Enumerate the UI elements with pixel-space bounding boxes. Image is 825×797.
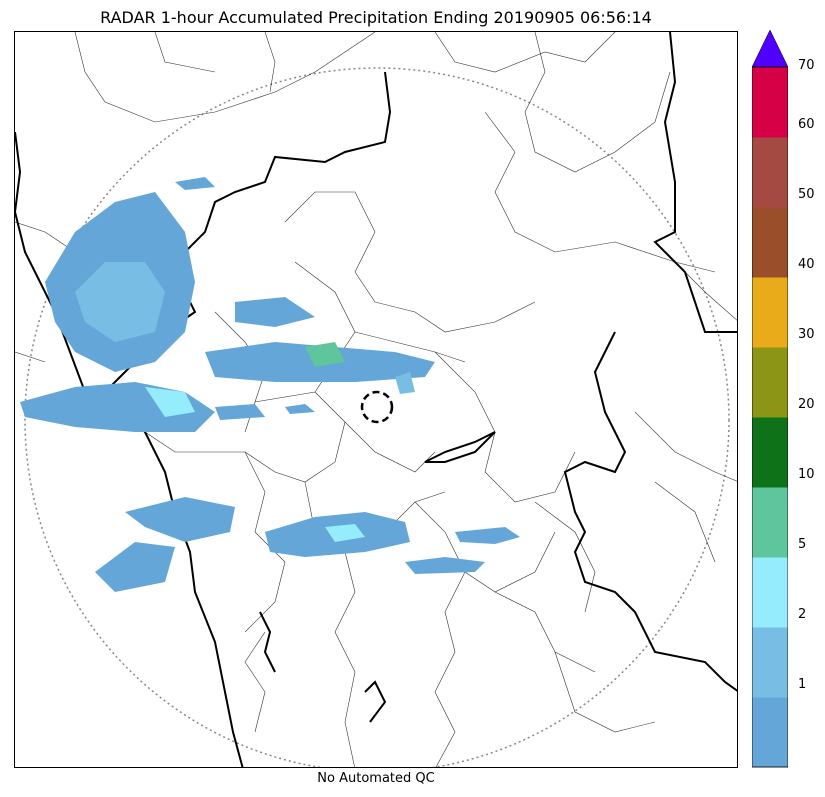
colorbar-tick-label: 2 bbox=[798, 607, 807, 622]
colorbar-segment bbox=[752, 277, 788, 348]
colorbar-tick-label: 30 bbox=[798, 327, 815, 342]
echo-mid-small bbox=[215, 404, 265, 420]
colorbar-segment bbox=[752, 487, 788, 558]
colorbar-segment bbox=[752, 67, 788, 138]
colorbar bbox=[752, 30, 788, 768]
colorbar-tick-label: 10 bbox=[798, 467, 815, 482]
colorbar-segment bbox=[752, 627, 788, 698]
colorbar-tick-label: 20 bbox=[798, 397, 815, 412]
precipitation-echoes bbox=[20, 177, 520, 592]
echo-south-west-lower bbox=[95, 542, 175, 592]
colorbar-outline bbox=[752, 66, 788, 768]
echo-west-coast-north-core bbox=[75, 262, 165, 342]
colorbar-tick-label: 60 bbox=[798, 117, 815, 132]
colorbar-tick-label: 70 bbox=[798, 58, 815, 73]
colorbar-segment bbox=[752, 347, 788, 418]
radar-map-canvas bbox=[15, 32, 737, 767]
radar-range-ring bbox=[24, 67, 730, 767]
colorbar-segment bbox=[752, 137, 788, 208]
colorbar-extend-triangle bbox=[752, 30, 788, 68]
qc-note: No Automated QC bbox=[317, 771, 435, 786]
colorbar-tick-label: 1 bbox=[798, 677, 807, 692]
echo-south-band-core bbox=[325, 524, 365, 542]
echo-south-west bbox=[125, 497, 235, 542]
echo-central-band-north bbox=[235, 297, 315, 327]
echo-south-east bbox=[405, 557, 485, 574]
echo-central-band-core bbox=[305, 342, 345, 367]
colorbar-tick-label: 50 bbox=[798, 187, 815, 202]
radar-site-marker bbox=[360, 390, 394, 424]
colorbar-segment bbox=[752, 417, 788, 488]
radar-map[interactable] bbox=[14, 31, 738, 768]
colorbar-segment bbox=[752, 207, 788, 278]
echo-north-small bbox=[175, 177, 215, 190]
colorbar-tick-label: 5 bbox=[798, 537, 807, 552]
echo-mid-small-2 bbox=[285, 404, 315, 414]
colorbar-segment bbox=[752, 697, 788, 768]
map-title: RADAR 1-hour Accumulated Precipitation E… bbox=[100, 8, 652, 27]
echo-west-coast-mid-core bbox=[145, 387, 195, 417]
echo-east-small bbox=[455, 527, 520, 544]
colorbar-segment bbox=[752, 557, 788, 628]
colorbar-tick-label: 40 bbox=[798, 257, 815, 272]
echo-center-small bbox=[395, 372, 415, 394]
